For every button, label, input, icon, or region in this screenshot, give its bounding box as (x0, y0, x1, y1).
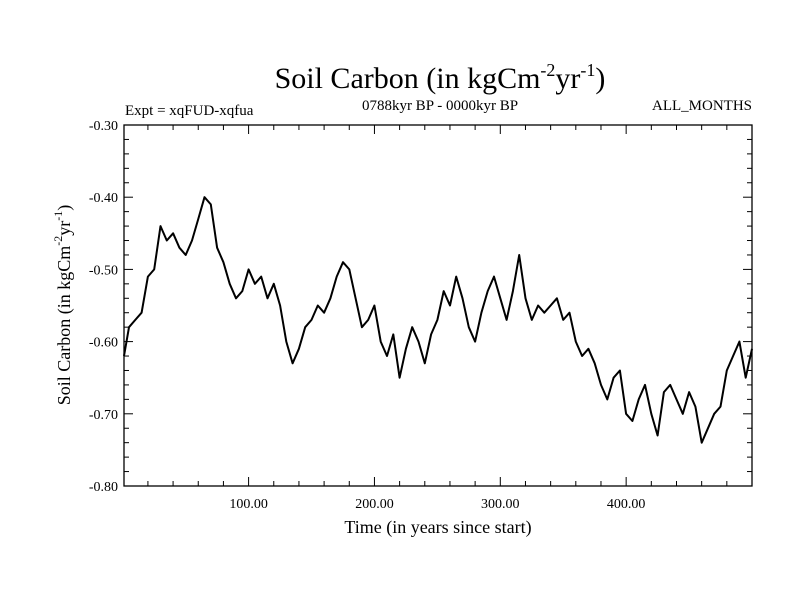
y-tick-label: -0.50 (89, 263, 118, 278)
x-tick-label: 100.00 (229, 497, 268, 512)
y-axis: -0.80 -0.70 -0.60 -0.50 -0.40 -0.30 (89, 119, 752, 495)
plot-frame (123, 124, 753, 487)
series-layer (123, 196, 753, 444)
x-axis-label: Time (in years since start) (344, 517, 531, 538)
subtitle-right: ALL_MONTHS (652, 98, 752, 114)
subtitle-left: Expt = xqFUD-xqfua (125, 103, 254, 119)
x-tick-label: 400.00 (607, 497, 646, 512)
series-line-soil_carbon (123, 196, 753, 444)
y-tick-label: -0.40 (89, 191, 118, 206)
y-axis-label: Soil Carbon (in kgCm-2yr-1) (51, 205, 75, 406)
y-tick-label: -0.80 (89, 480, 118, 495)
x-tick-label: 300.00 (481, 497, 520, 512)
x-axis: 100.00 200.00 300.00 400.00 (147, 125, 728, 512)
x-tick-label: 200.00 (355, 497, 394, 512)
subtitle-center: 0788kyr BP - 0000kyr BP (362, 98, 518, 114)
y-tick-label: -0.70 (89, 408, 118, 423)
y-tick-label: -0.30 (89, 119, 118, 134)
chart-title: Soil Carbon (in kgCm-2yr-1) (275, 60, 606, 95)
y-tick-label: -0.60 (89, 336, 118, 351)
